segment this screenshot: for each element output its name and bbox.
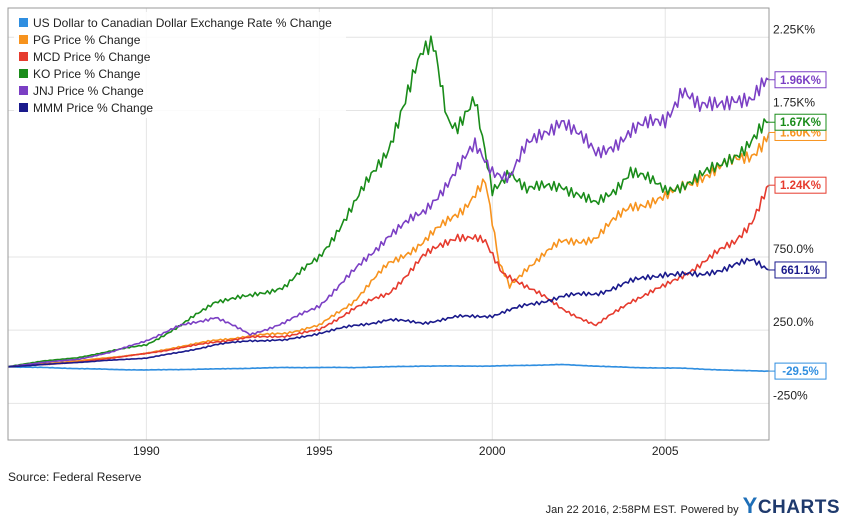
legend-item[interactable]: JNJ Price % Change	[19, 84, 144, 98]
legend-label: MMM Price % Change	[33, 101, 153, 115]
legend-label: MCD Price % Change	[33, 50, 151, 64]
series-line	[7, 257, 770, 368]
legend-label: US Dollar to Canadian Dollar Exchange Ra…	[33, 16, 332, 30]
source-note: Source: Federal Reserve	[8, 470, 142, 484]
axis-labels: 2.25K% 1.75K% 750.0% 250.0% -250% 1990 1995 200…	[133, 22, 815, 458]
x-tick-label: 1995	[306, 444, 333, 458]
legend-swatch	[19, 86, 28, 95]
x-tick-label: 2005	[652, 444, 679, 458]
end-value-text: 1.67K%	[780, 117, 821, 129]
y-tick-label: 1.75K%	[773, 96, 815, 110]
legend-swatch	[19, 103, 28, 112]
legend-label: KO Price % Change	[33, 67, 141, 81]
series-line	[7, 132, 770, 368]
end-value-text: -29.5%	[782, 366, 818, 378]
end-value-label: 661.1%	[769, 261, 827, 279]
timestamp: Jan 22 2016, 2:58PM EST.	[545, 504, 677, 516]
legend-background	[14, 12, 346, 118]
x-tick-label: 1990	[133, 444, 160, 458]
powered-by-text: Powered by	[680, 504, 739, 516]
end-value-text: 1.24K%	[780, 180, 821, 192]
end-value-labels: -29.5%1.60K%1.24K%1.67K%1.96K%661.1%	[769, 71, 827, 380]
end-value-label: 1.24K%	[769, 176, 827, 194]
ycharts-logo[interactable]: YCHARTS	[742, 493, 840, 518]
series-line	[7, 184, 770, 368]
end-value-label: 1.96K%	[769, 71, 827, 89]
legend: US Dollar to Canadian Dollar Exchange Ra…	[14, 12, 346, 118]
series-lines	[7, 35, 770, 373]
legend-swatch	[19, 35, 28, 44]
legend-label: JNJ Price % Change	[33, 84, 144, 98]
legend-item[interactable]: MCD Price % Change	[19, 50, 151, 64]
end-value-text: 1.96K%	[780, 75, 821, 87]
legend-item[interactable]: PG Price % Change	[19, 33, 141, 47]
footer-credit: Jan 22 2016, 2:58PM EST. Powered by YCHA…	[546, 494, 840, 518]
y-tick-label: 2.25K%	[773, 22, 815, 36]
series-line	[7, 363, 769, 373]
y-tick-label: 250.0%	[773, 315, 814, 329]
x-tick-label: 2000	[479, 444, 506, 458]
end-value-text: 661.1%	[781, 265, 820, 277]
series-line	[7, 35, 770, 368]
legend-swatch	[19, 69, 28, 78]
plot-border	[7, 7, 770, 441]
series-line	[7, 77, 770, 368]
end-value-label: 1.67K%	[769, 113, 827, 131]
legend-item[interactable]: US Dollar to Canadian Dollar Exchange Ra…	[19, 16, 332, 30]
legend-item[interactable]: MMM Price % Change	[19, 101, 153, 115]
legend-swatch	[19, 52, 28, 61]
legend-label: PG Price % Change	[33, 33, 141, 47]
y-tick-label: -250%	[773, 388, 808, 402]
legend-item[interactable]: KO Price % Change	[19, 67, 141, 81]
legend-swatch	[19, 18, 28, 27]
y-tick-label: 750.0%	[773, 242, 814, 256]
end-value-label: -29.5%	[769, 362, 827, 380]
